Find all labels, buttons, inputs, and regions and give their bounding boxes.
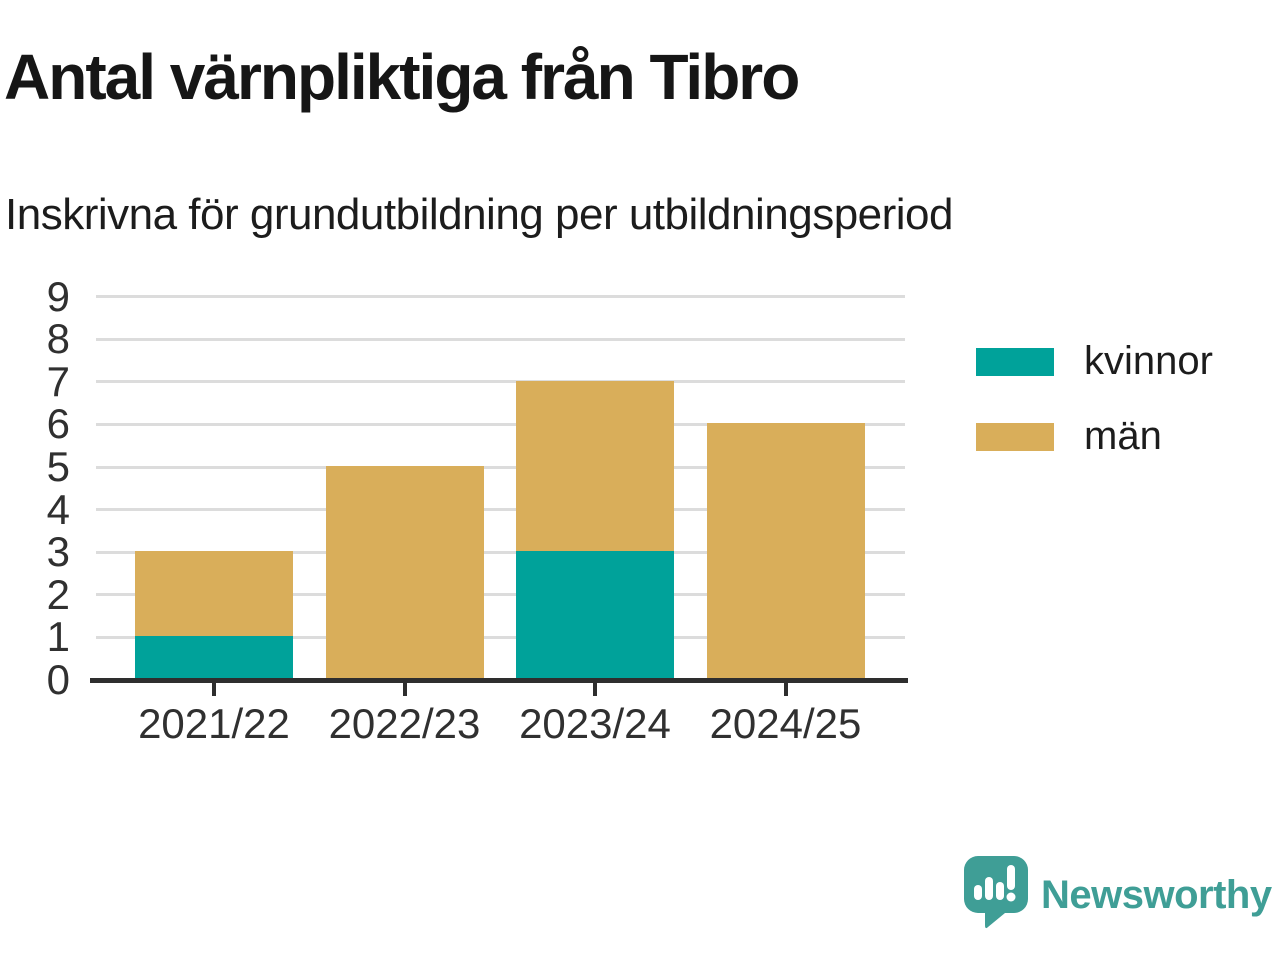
x-axis-category-label: 2023/24 [519,700,671,747]
legend: kvinnor män [976,339,1213,459]
gridline [96,337,905,341]
y-axis-tick-label: 3 [46,528,70,576]
x-axis-tick [402,683,407,696]
y-axis-tick-label: 5 [46,443,70,490]
y-axis-tick-label: 9 [46,272,70,320]
chart-title: Antal värnpliktiga från Tibro [4,41,800,113]
gridline [96,635,905,639]
legend-swatch-kvinnor [976,347,1054,376]
gridline [96,550,905,554]
y-axis-tick-label: 8 [46,315,70,363]
gridline [96,508,905,512]
y-axis-tick-label: 4 [46,485,70,533]
bar-segment-män [706,423,865,679]
bar-segment-kvinnor [135,636,293,679]
legend-label: kvinnor [1084,339,1213,383]
gridline [96,422,905,426]
bar-segment-män [325,466,484,679]
y-axis-tick-label: 6 [46,400,70,448]
x-axis-category-label: 2021/22 [138,700,290,747]
gridline [96,380,905,384]
x-axis-tick [593,683,597,696]
legend-swatch-män [976,422,1054,451]
x-axis-category-label: 2024/25 [709,700,862,747]
bar-segment-män [516,380,674,552]
newsworthy-speech-bubble-bar-chart-icon [963,856,1029,935]
x-axis-line [90,678,908,683]
y-axis-tick-label: 7 [46,357,70,405]
y-axis-tick-label: 1 [46,613,70,661]
legend-label: män [1084,414,1162,458]
brand-footer: Newsworthy [963,856,1272,935]
gridline [96,593,905,597]
bar-segment-kvinnor [516,551,674,679]
y-axis-tick-label: 0 [46,656,70,703]
legend-item-män: män [976,414,1213,459]
x-axis-category-label: 2022/23 [328,700,481,747]
legend-item-kvinnor: kvinnor [976,339,1213,384]
gridline [96,465,905,469]
gridline [96,295,905,299]
y-axis-tick-label: 2 [46,570,70,618]
bar-segment-män [135,551,293,637]
chart-subtitle: Inskrivna för grundutbildning per utbild… [5,190,954,239]
x-axis-tick [783,683,788,696]
brand-name: Newsworthy [1041,873,1272,917]
x-axis-tick [212,683,216,696]
